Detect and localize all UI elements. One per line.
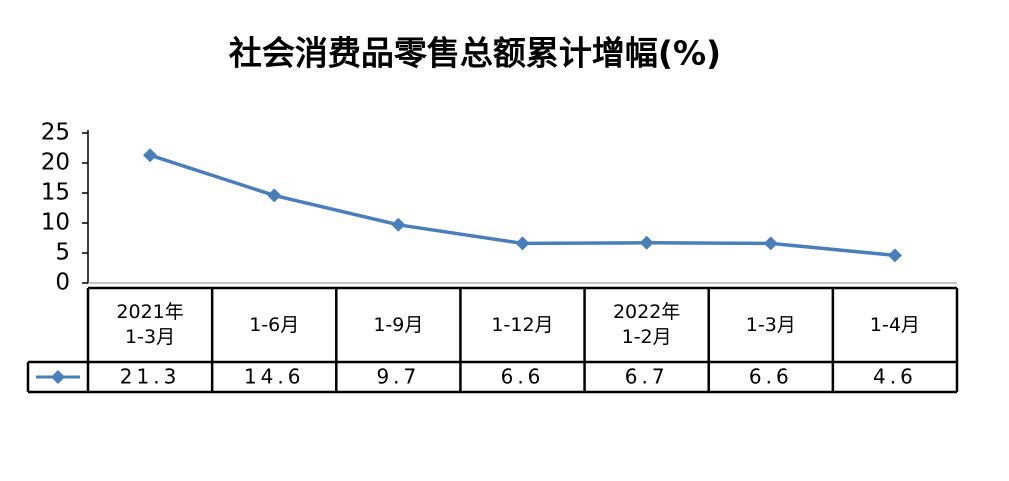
x-tick-label-box: 2022年 1-2月: [612, 301, 681, 348]
x-tick-label: 2021年 1-3月: [116, 301, 184, 348]
line-marker: [143, 148, 158, 163]
y-tick-label: 25: [41, 120, 70, 146]
x-tick-label-box: 1-6月: [249, 313, 300, 336]
x-tick-label: 1-3月: [745, 313, 796, 336]
data-label: 4.6: [873, 365, 917, 389]
x-tick-label-box: 1-4月: [869, 313, 920, 336]
chart-title: 社会消费品零售总额累计增幅(%): [229, 34, 721, 73]
x-tick-label: 1-12月: [491, 313, 554, 336]
x-tick-label: 2022年 1-2月: [612, 301, 681, 348]
data-label: 21.3: [120, 365, 181, 389]
line-marker: [391, 217, 406, 232]
x-tick-label-box: 1-3月: [745, 313, 796, 336]
x-tick-label: 1-6月: [249, 313, 300, 336]
data-label: 6.6: [749, 365, 793, 389]
line-marker: [267, 188, 282, 203]
data-label: 6.7: [625, 365, 669, 389]
data-label: 6.6: [501, 365, 545, 389]
line-marker: [887, 248, 902, 263]
data-label: 14.6: [244, 365, 305, 389]
y-tick-label: 5: [55, 240, 70, 266]
y-tick-label: 0: [55, 270, 70, 296]
legend-marker: [51, 370, 65, 384]
y-tick-label: 15: [41, 180, 70, 206]
x-tick-label-box: 1-9月: [373, 313, 424, 336]
x-tick-label-box: 2021年 1-3月: [116, 301, 184, 348]
x-tick-label: 1-4月: [869, 313, 920, 336]
y-tick-label: 10: [41, 210, 70, 236]
line-marker: [639, 235, 654, 250]
line-marker: [515, 236, 530, 251]
data-label: 9.7: [376, 365, 420, 389]
x-tick-label: 1-9月: [373, 313, 424, 336]
y-tick-label: 20: [41, 150, 70, 176]
line-marker: [763, 236, 778, 251]
x-tick-label-box: 1-12月: [491, 313, 554, 336]
